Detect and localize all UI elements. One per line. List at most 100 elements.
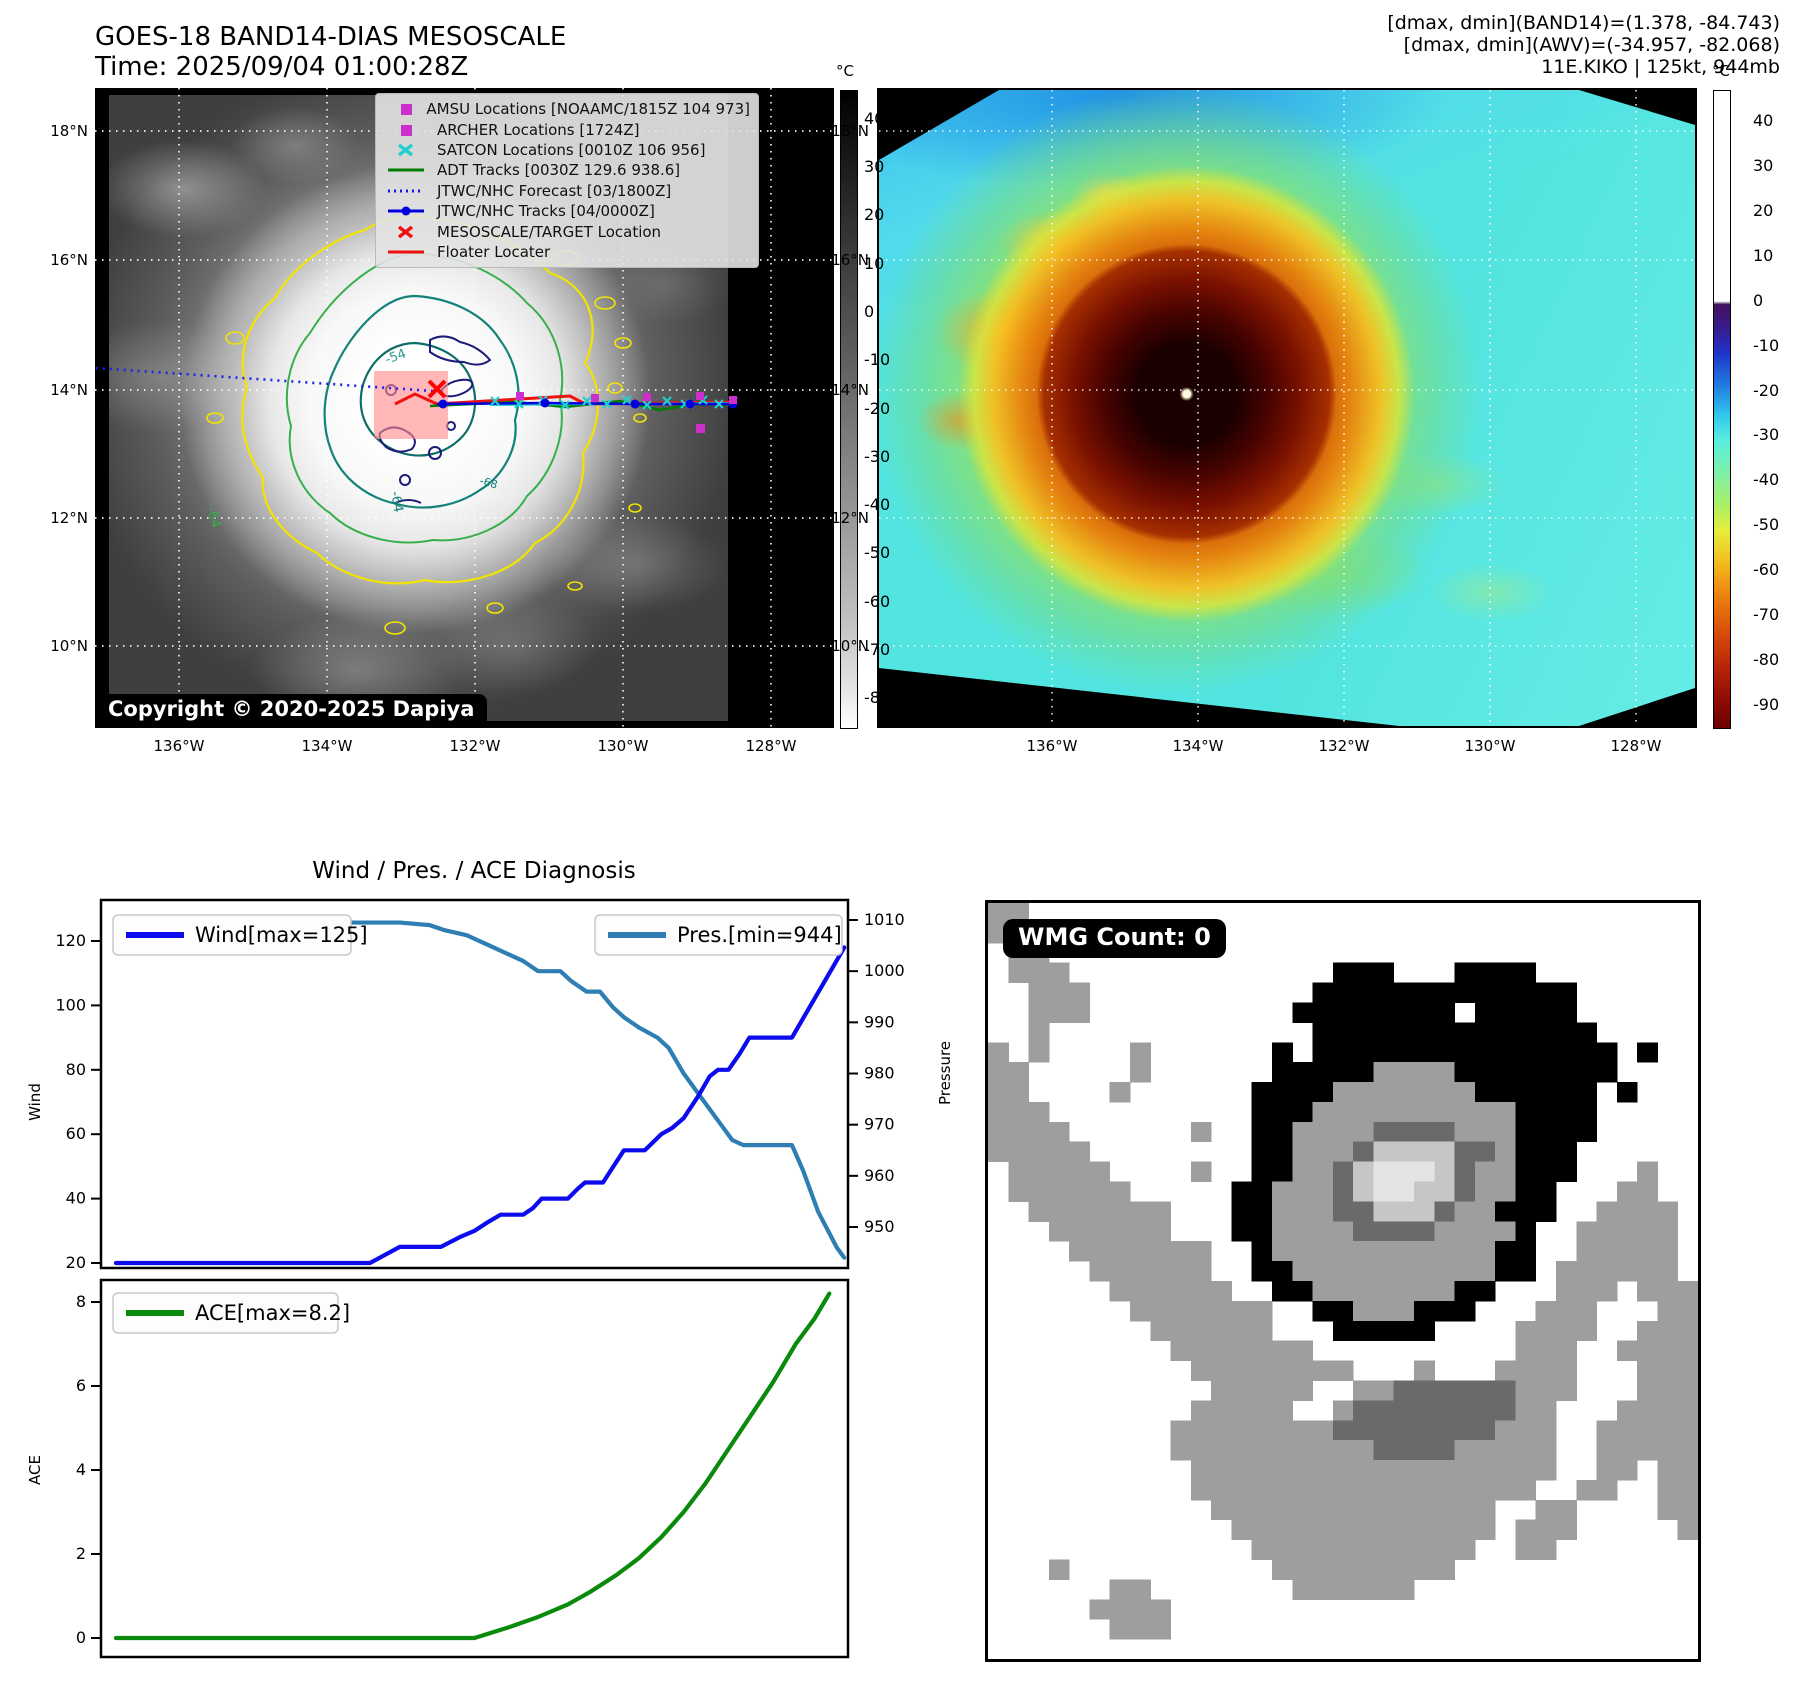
svg-text:60: 60: [66, 1124, 86, 1143]
awv-lat-tick: 12°N: [831, 509, 869, 527]
svg-text:990: 990: [864, 1012, 895, 1031]
band14-colorbar-tick: -50: [864, 543, 891, 563]
awv-colorbar-tick: -20: [1753, 380, 1780, 400]
awv-colorbar-tick: -50: [1753, 515, 1780, 535]
band14-colorbar-tick: 0: [864, 301, 875, 321]
legend-item: MESOSCALE/TARGET Location: [384, 221, 750, 241]
svg-text:6: 6: [76, 1376, 86, 1395]
legend-item: SATCON Locations [0010Z 106 956]: [384, 140, 750, 160]
band14-lat-tick: 12°N: [50, 509, 88, 527]
svg-text:8: 8: [76, 1292, 86, 1311]
svg-text:2: 2: [76, 1544, 86, 1563]
dmax-dmin-awv: [dmax, dmin](AWV)=(-34.957, -82.068): [1403, 34, 1780, 56]
legend-item: AMSU Locations [NOAAMC/1815Z 104 973]: [384, 99, 750, 119]
ace-series-line: [113, 1291, 832, 1641]
diagnosis-section: Wind / Pres. / ACE Diagnosis 120 100 80 60 40…: [0, 845, 1010, 1690]
legend-x-icon: [397, 225, 414, 238]
band14-colorbar-tick: 40: [864, 108, 885, 128]
awv-colorbar-tick: 20: [1753, 201, 1774, 221]
svg-text:0: 0: [76, 1628, 86, 1647]
legend-dotted-icon: [388, 189, 424, 193]
awv-overlay: [879, 90, 1695, 726]
legend-square-icon: [401, 104, 412, 116]
legend-line-icon: [388, 168, 424, 172]
awv-colorbar-tick: 10: [1753, 245, 1774, 265]
storm-eye-dot: [1183, 390, 1191, 398]
pres-legend-label: Pres.[min=944]: [677, 923, 842, 947]
awv-colorbar-tick: -10: [1753, 335, 1780, 355]
page-title: GOES-18 BAND14-DIAS MESOSCALE: [95, 22, 567, 52]
awv-lon-tick: 128°W: [1610, 737, 1662, 755]
awv-colorbar-tick: 0: [1753, 290, 1764, 310]
band14-colorbar-tick: -40: [864, 495, 891, 514]
legend-line-dot-icon: [388, 206, 424, 216]
svg-text:Wind / Pres. / ACE Diagnosis: Wind / Pres. / ACE Diagnosis: [312, 858, 635, 884]
awv-colorbar-tick: -40: [1753, 470, 1780, 490]
temperature-contours: [206, 214, 647, 635]
svg-text:80: 80: [66, 1060, 86, 1079]
legend-x-icon: [397, 143, 414, 157]
band14-colorbar-tick: -60: [864, 591, 891, 611]
band14-colorbar-tick: 20: [864, 205, 885, 225]
band14-lon-tick: 128°W: [745, 737, 797, 755]
band14-colorbar-tick: 30: [864, 157, 885, 177]
svg-text:1010: 1010: [864, 910, 905, 929]
image-corner-masks: [879, 90, 1695, 726]
pressure-series-line: [113, 920, 847, 1260]
awv-colorbar-tick: -60: [1753, 559, 1780, 579]
band14-colorbar-tick: -30: [864, 446, 891, 466]
band14-lat-tick: 18°N: [50, 122, 88, 140]
band14-lat-tick: 14°N: [50, 381, 88, 399]
copyright-badge: Copyright © 2020-2025 Dapiya: [95, 694, 488, 727]
band14-colorbar-unit: °C: [836, 62, 854, 80]
awv-lat-tick: 18°N: [831, 122, 869, 140]
band14-colorbar-tick: -80: [864, 688, 891, 708]
awv-colorbar-tick: 40: [1753, 111, 1774, 131]
svg-text:100: 100: [55, 995, 86, 1014]
wmg-pixel-map: [988, 903, 1698, 1640]
storm-id-intensity: 11E.KIKO | 125kt, 944mb: [1541, 56, 1780, 78]
awv-colorbar-unit: °C: [1712, 62, 1730, 80]
legend-item: JTWC/NHC Forecast [03/1800Z]: [384, 181, 750, 201]
awv-lon-tick: 134°W: [1172, 737, 1224, 755]
legend-item-label: SATCON Locations [0010Z 106 956]: [437, 140, 706, 159]
band14-colorbar: [840, 90, 858, 729]
awv-lon-tick: 132°W: [1318, 737, 1370, 755]
band14-lon-tick: 130°W: [597, 737, 649, 755]
timestamp: Time: 2025/09/04 01:00:28Z: [95, 52, 469, 82]
legend-item: Floater Locater: [384, 242, 750, 262]
band14-lat-tick: 10°N: [50, 637, 88, 655]
awv-colorbar-tick: -70: [1753, 604, 1780, 624]
graticule: [879, 90, 1695, 726]
band14-colorbar-tick: -20: [864, 398, 891, 418]
legend-item-label: MESOSCALE/TARGET Location: [437, 222, 662, 241]
band14-colorbar-tick: 10: [864, 253, 885, 273]
legend-item: ADT Tracks [0030Z 129.6 938.6]: [384, 160, 750, 180]
svg-text:980: 980: [864, 1064, 895, 1083]
legend-item-label: ADT Tracks [0030Z 129.6 938.6]: [437, 161, 681, 180]
awv-colorbar-tick: -80: [1753, 649, 1780, 669]
svg-text:-64: -64: [387, 490, 405, 514]
wind-legend-label: Wind[max=125]: [195, 923, 368, 947]
band14-lon-tick: 136°W: [153, 737, 205, 755]
band14-lon-tick: 132°W: [449, 737, 501, 755]
band14-colorbar-tick: -10: [864, 350, 891, 370]
svg-text:-64: -64: [203, 505, 223, 529]
svg-text:4: 4: [76, 1460, 86, 1479]
wmg-panel: WMG Count: 0: [985, 900, 1701, 1662]
awv-lon-tick: 130°W: [1464, 737, 1516, 755]
svg-text:950: 950: [864, 1217, 895, 1236]
band14-colorbar-tick: -70: [864, 639, 891, 659]
svg-text:Pressure: Pressure: [936, 1041, 954, 1105]
awv-colorbar-tick: -30: [1753, 425, 1780, 445]
jtwc-forecast-line: [95, 366, 434, 393]
awv-colorbar: [1713, 90, 1731, 729]
wmg-count-badge: WMG Count: 0: [1003, 919, 1226, 958]
svg-text:960: 960: [864, 1166, 895, 1185]
svg-text:120: 120: [55, 931, 86, 950]
svg-text:1000: 1000: [864, 961, 905, 980]
awv-lat-tick: 14°N: [831, 381, 869, 399]
diagnosis-charts: Wind / Pres. / ACE Diagnosis120100806040…: [26, 858, 954, 1659]
svg-text:-68: -68: [478, 474, 499, 491]
